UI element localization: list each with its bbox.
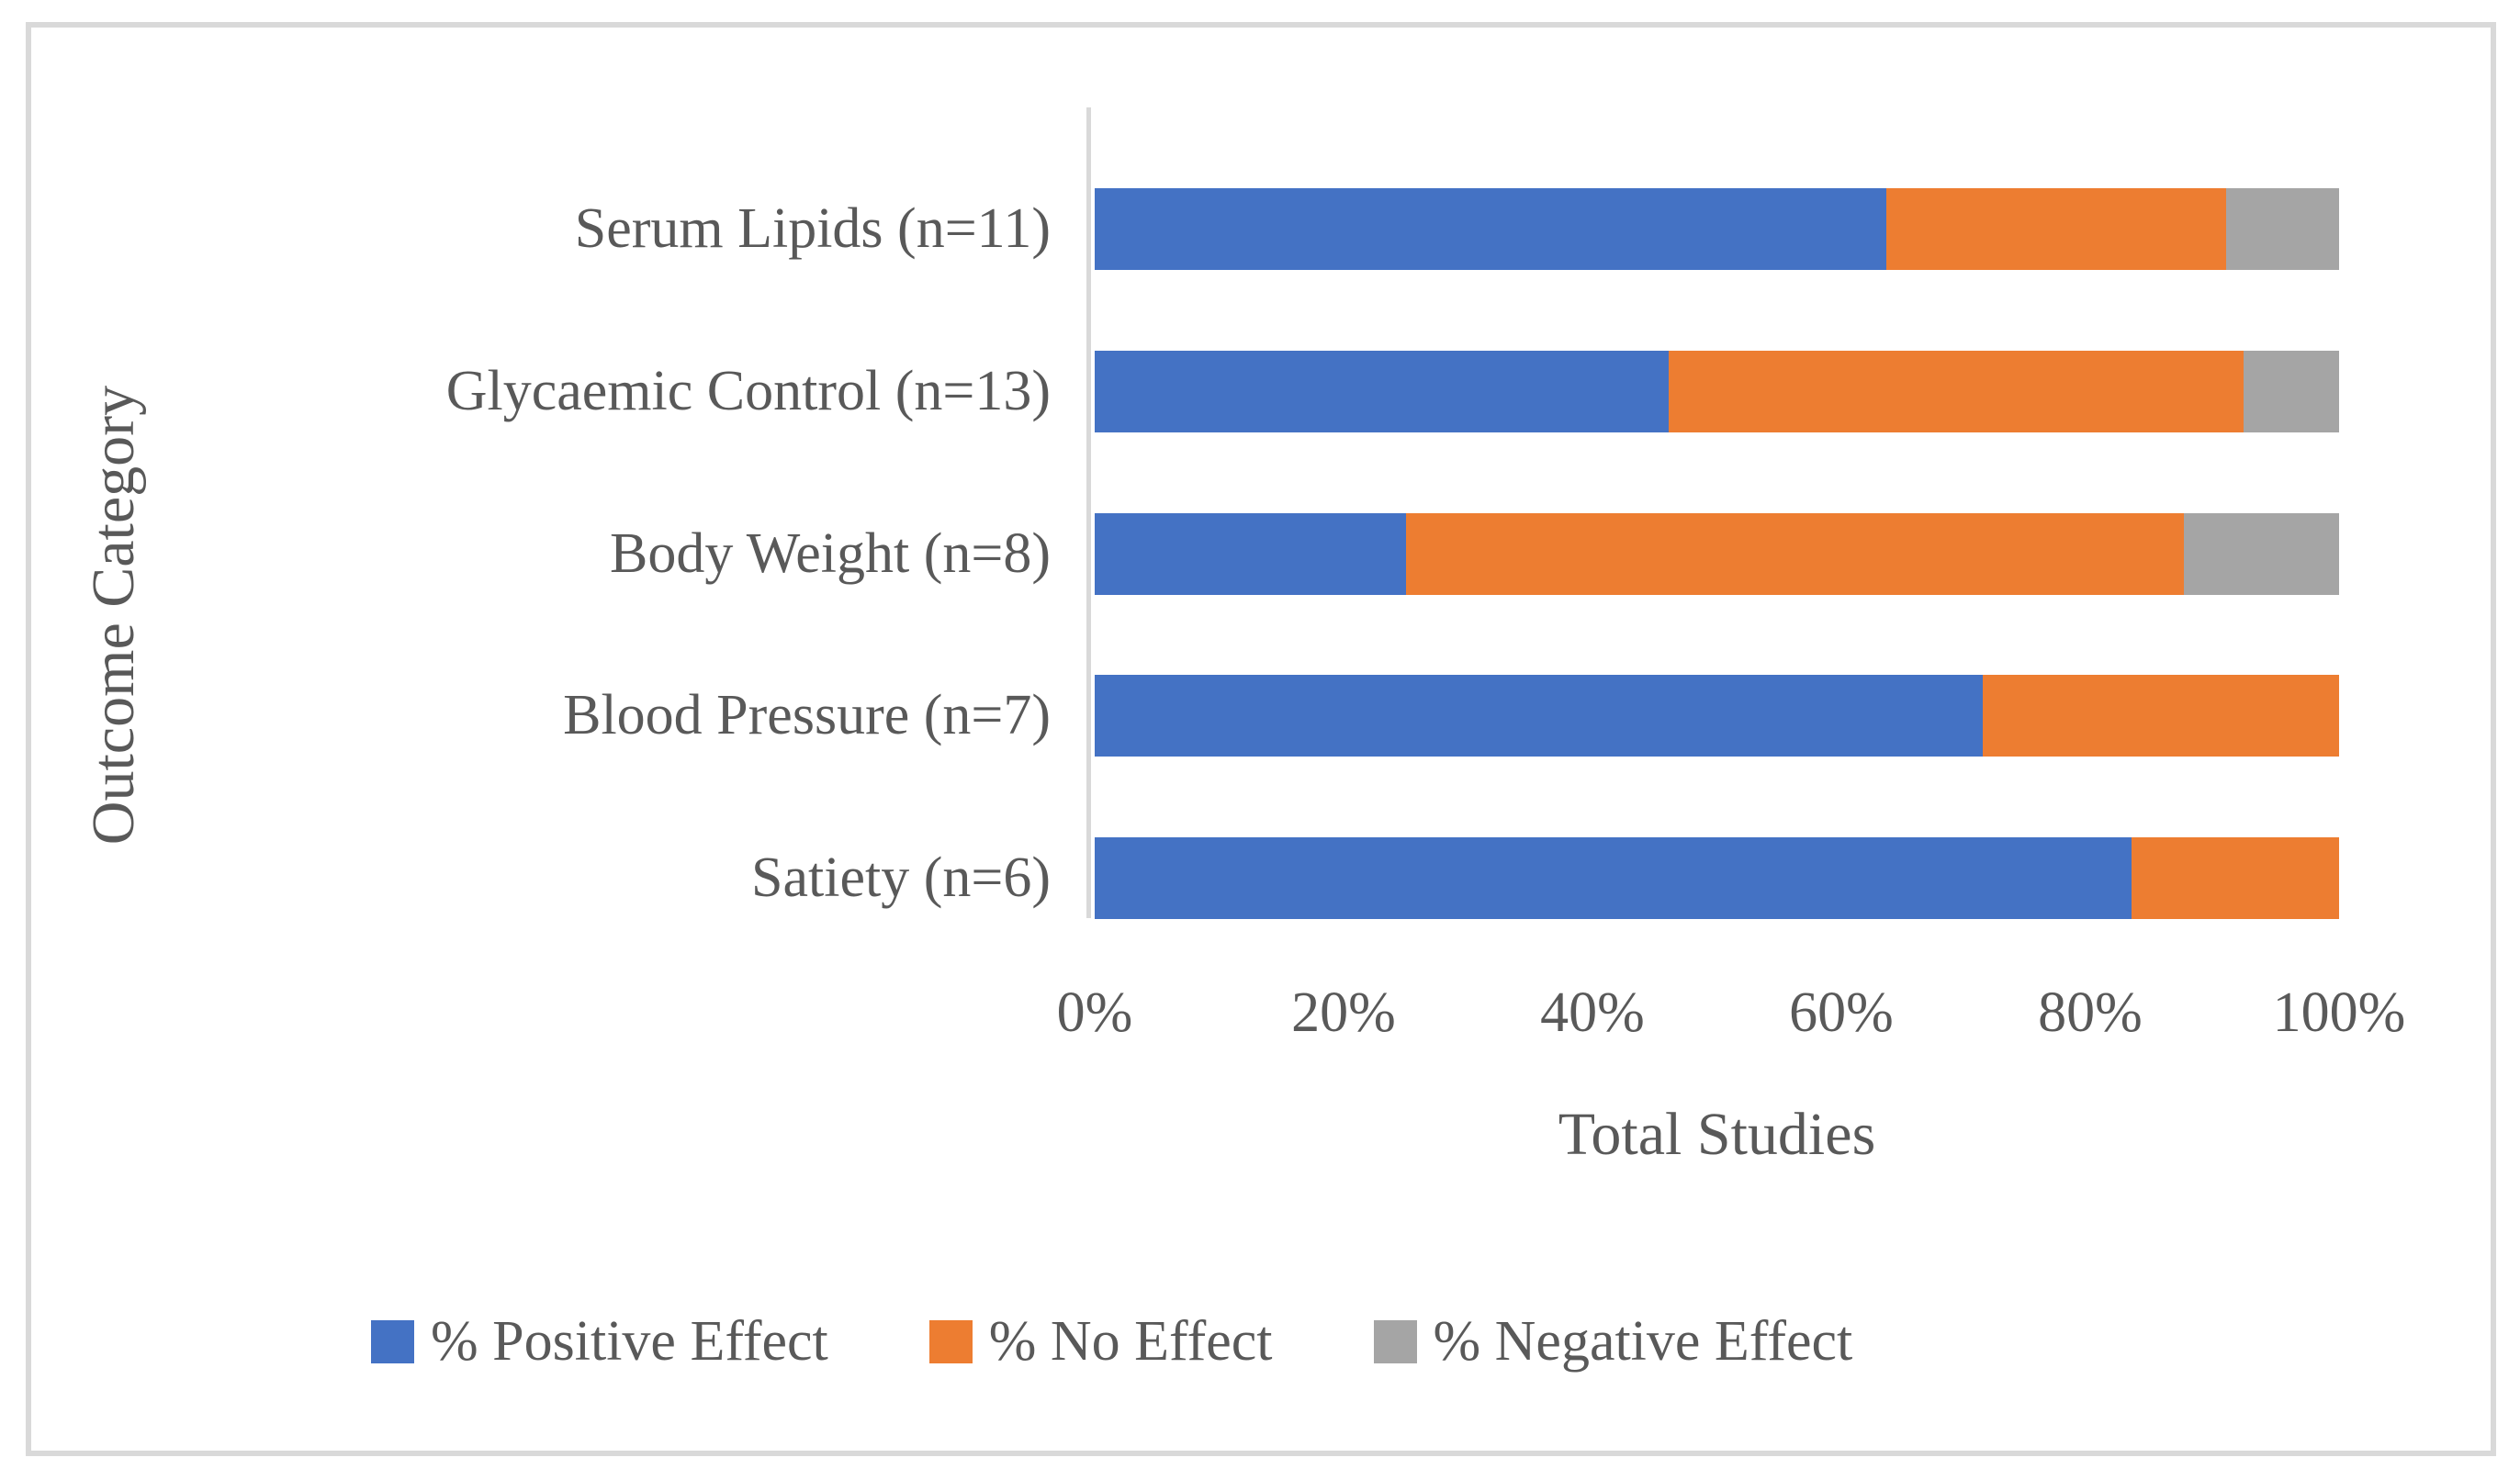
y-axis-line — [1086, 107, 1091, 918]
legend-swatch-icon — [928, 1319, 973, 1363]
legend-item: % No Effect — [928, 1310, 1273, 1373]
x-axis-title: Total Studies — [1558, 1101, 1876, 1168]
category-label: Glycaemic Control (n=13) — [445, 359, 1051, 422]
bar-segment-no-effect — [1669, 350, 2244, 432]
x-axis-tick-label: 100% — [2272, 981, 2406, 1044]
legend: % Positive Effect % No Effect % Negative E… — [371, 1313, 2235, 1370]
bar-segment-no-effect — [1885, 188, 2226, 270]
bar-row — [1095, 675, 2339, 757]
bar-segment-negative-effect — [2183, 512, 2339, 595]
bar-segment-positive-effect — [1095, 188, 1886, 270]
bar-row — [1095, 512, 2339, 595]
legend-swatch-icon — [371, 1319, 414, 1363]
bar-row — [1095, 188, 2340, 270]
bar-segment-negative-effect — [2225, 188, 2340, 270]
category-label: Blood Pressure (n=7) — [563, 684, 1051, 747]
bar-segment-positive-effect — [1095, 675, 1984, 757]
bar-segment-positive-effect — [1095, 837, 2132, 919]
legend-swatch-icon — [1373, 1319, 1417, 1363]
bar-segment-no-effect — [2131, 837, 2339, 919]
bar-segment-positive-effect — [1095, 350, 1670, 432]
x-axis-tick-label: 80% — [2038, 981, 2143, 1044]
bar-segment-no-effect — [1983, 675, 2339, 757]
x-axis-tick-label: 0% — [1056, 981, 1133, 1044]
legend-item: % Negative Effect — [1373, 1310, 1853, 1373]
x-axis-tick-label: 60% — [1789, 981, 1894, 1044]
chart-figure: Outcome Category Serum Lipids (n=11) Glyc… — [26, 22, 2496, 1456]
legend-item: % Positive Effect — [371, 1313, 828, 1370]
bar-row — [1095, 837, 2339, 919]
category-label: Satiety (n=6) — [751, 847, 1051, 909]
legend-label: % Positive Effect — [431, 1310, 828, 1373]
legend-label: % No Effect — [988, 1310, 1273, 1373]
x-axis-tick-label: 20% — [1291, 981, 1396, 1044]
bar-segment-negative-effect — [2243, 350, 2340, 432]
bar-segment-positive-effect — [1095, 512, 1406, 595]
bar-row — [1095, 350, 2340, 432]
bar-segment-no-effect — [1405, 512, 2184, 595]
category-label: Serum Lipids (n=11) — [574, 197, 1051, 260]
category-label: Body Weight (n=8) — [609, 521, 1051, 585]
legend-label: % Negative Effect — [1433, 1310, 1853, 1373]
x-axis-tick-label: 40% — [1540, 981, 1645, 1044]
